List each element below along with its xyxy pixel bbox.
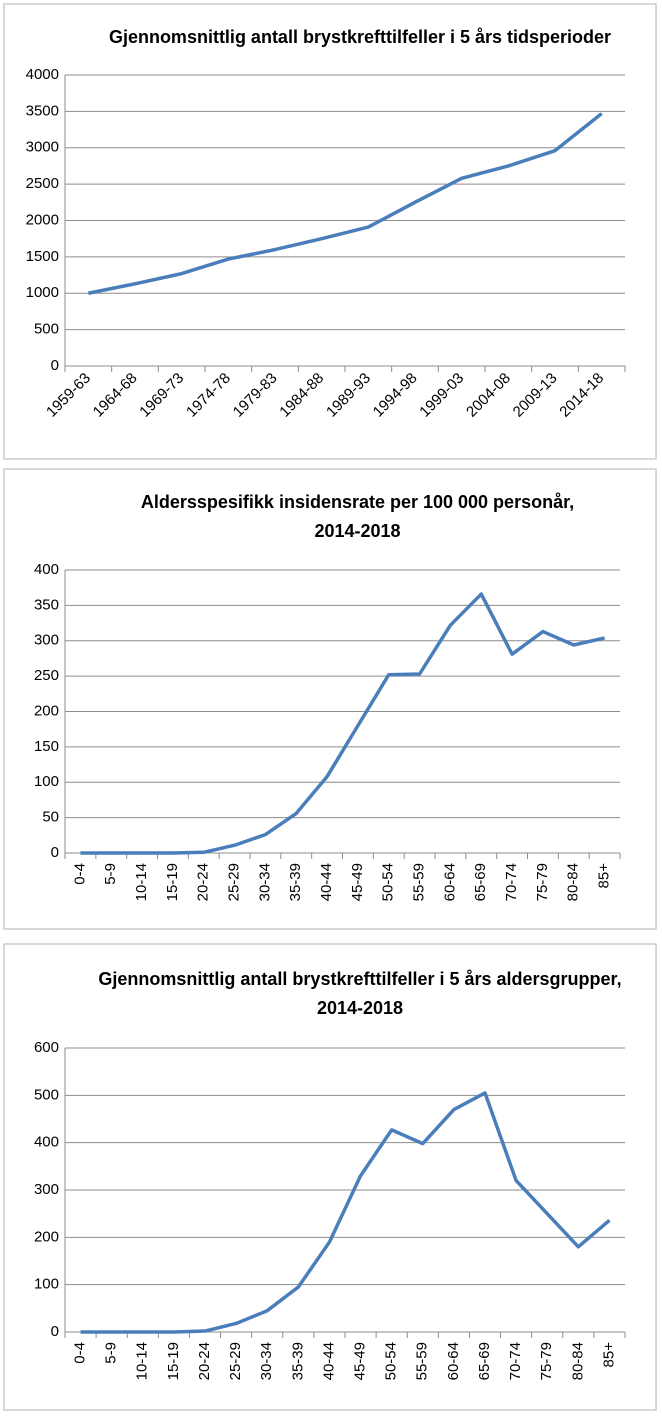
x-tick-label: 30-34	[256, 863, 273, 901]
y-tick-label: 500	[34, 321, 59, 338]
x-tick-label: 50-54	[380, 863, 397, 901]
x-tick-label: 1959-63	[43, 370, 94, 421]
x-tick-label: 1989-93	[323, 370, 374, 421]
x-tick-label: 50-54	[383, 1342, 400, 1380]
x-tick-label: 2009-13	[510, 370, 561, 421]
x-tick-label: 0-4	[71, 863, 88, 885]
x-tick-label: 80-84	[569, 1342, 586, 1380]
x-tick-label: 70-74	[503, 863, 520, 901]
y-tick-label: 2500	[26, 175, 59, 192]
y-tick-label: 50	[42, 809, 59, 826]
x-tick-label: 20-24	[195, 863, 212, 901]
x-tick-label: 75-79	[538, 1342, 555, 1380]
x-tick-label: 2004-08	[463, 370, 514, 421]
x-tick-label: 1999-03	[416, 370, 467, 421]
x-tick-label: 85+	[600, 1342, 617, 1368]
x-tick-label: 70-74	[507, 1342, 524, 1380]
x-tick-label: 55-59	[411, 863, 428, 901]
panel	[3, 3, 657, 460]
panel	[3, 468, 657, 930]
y-tick-label: 300	[34, 1181, 59, 1198]
x-tick-label: 60-64	[445, 1342, 462, 1380]
y-tick-label: 2000	[26, 211, 59, 228]
y-tick-label: 3500	[26, 102, 59, 119]
x-tick-label: 10-14	[134, 1342, 151, 1380]
x-tick-label: 2014-18	[556, 370, 607, 421]
x-tick-label: 1984-88	[276, 370, 327, 421]
x-tick-label: 65-69	[476, 1342, 493, 1380]
x-tick-label: 40-44	[318, 863, 335, 901]
panel	[3, 943, 657, 1411]
data-line	[80, 592, 605, 855]
y-tick-label: 200	[34, 702, 59, 719]
x-tick-label: 5-9	[103, 1342, 120, 1364]
y-tick-label: 1500	[26, 248, 59, 265]
y-tick-label: 350	[34, 596, 59, 613]
x-tick-label: 1969-73	[136, 370, 187, 421]
x-tick-label: 80-84	[565, 863, 582, 901]
x-tick-label: 45-49	[352, 1342, 369, 1380]
x-tick-label: 15-19	[164, 863, 181, 901]
y-tick-label: 100	[34, 1276, 59, 1293]
y-tick-label: 0	[51, 357, 59, 374]
y-tick-label: 200	[34, 1228, 59, 1245]
y-tick-label: 1000	[26, 284, 59, 301]
y-tick-label: 400	[34, 1134, 59, 1151]
y-tick-label: 500	[34, 1086, 59, 1103]
x-tick-label: 65-69	[472, 863, 489, 901]
chart-title: Gjennomsnittlig antall brystkrefttilfell…	[109, 27, 611, 47]
data-line	[87, 112, 603, 295]
chart-title: Gjennomsnittlig antall brystkrefttilfell…	[98, 969, 621, 989]
x-tick-label: 1974-78	[183, 370, 234, 421]
y-tick-label: 300	[34, 632, 59, 649]
y-tick-label: 3000	[26, 139, 59, 156]
y-tick-label: 150	[34, 738, 59, 755]
chart-title: 2014-2018	[317, 998, 403, 1018]
x-tick-label: 75-79	[534, 863, 551, 901]
x-tick-label: 55-59	[414, 1342, 431, 1380]
x-tick-label: 5-9	[102, 863, 119, 885]
x-tick-label: 10-14	[133, 863, 150, 901]
y-tick-label: 0	[51, 844, 59, 861]
x-tick-label: 35-39	[287, 863, 304, 901]
x-tick-label: 35-39	[289, 1342, 306, 1380]
x-tick-label: 40-44	[320, 1342, 337, 1380]
x-tick-label: 1979-83	[230, 370, 281, 421]
x-tick-label: 25-29	[226, 863, 243, 901]
chart-title: 2014-2018	[314, 521, 400, 541]
y-tick-label: 600	[34, 1039, 59, 1056]
x-tick-label: 1964-68	[90, 370, 141, 421]
x-tick-label: 20-24	[196, 1342, 213, 1380]
y-tick-label: 4000	[26, 66, 59, 83]
x-tick-label: 45-49	[349, 863, 366, 901]
y-tick-label: 250	[34, 667, 59, 684]
y-tick-label: 400	[34, 561, 59, 578]
x-tick-label: 15-19	[165, 1342, 182, 1380]
chart-title: Aldersspesifikk insidensrate per 100 000…	[141, 492, 574, 512]
data-line	[80, 1091, 611, 1334]
x-tick-label: 60-64	[441, 863, 458, 901]
x-tick-label: 85+	[596, 863, 613, 889]
x-tick-label: 1994-98	[370, 370, 421, 421]
x-tick-label: 30-34	[258, 1342, 275, 1380]
x-tick-label: 25-29	[227, 1342, 244, 1380]
y-tick-label: 100	[34, 773, 59, 790]
y-tick-label: 0	[51, 1323, 59, 1340]
x-tick-label: 0-4	[72, 1342, 89, 1364]
